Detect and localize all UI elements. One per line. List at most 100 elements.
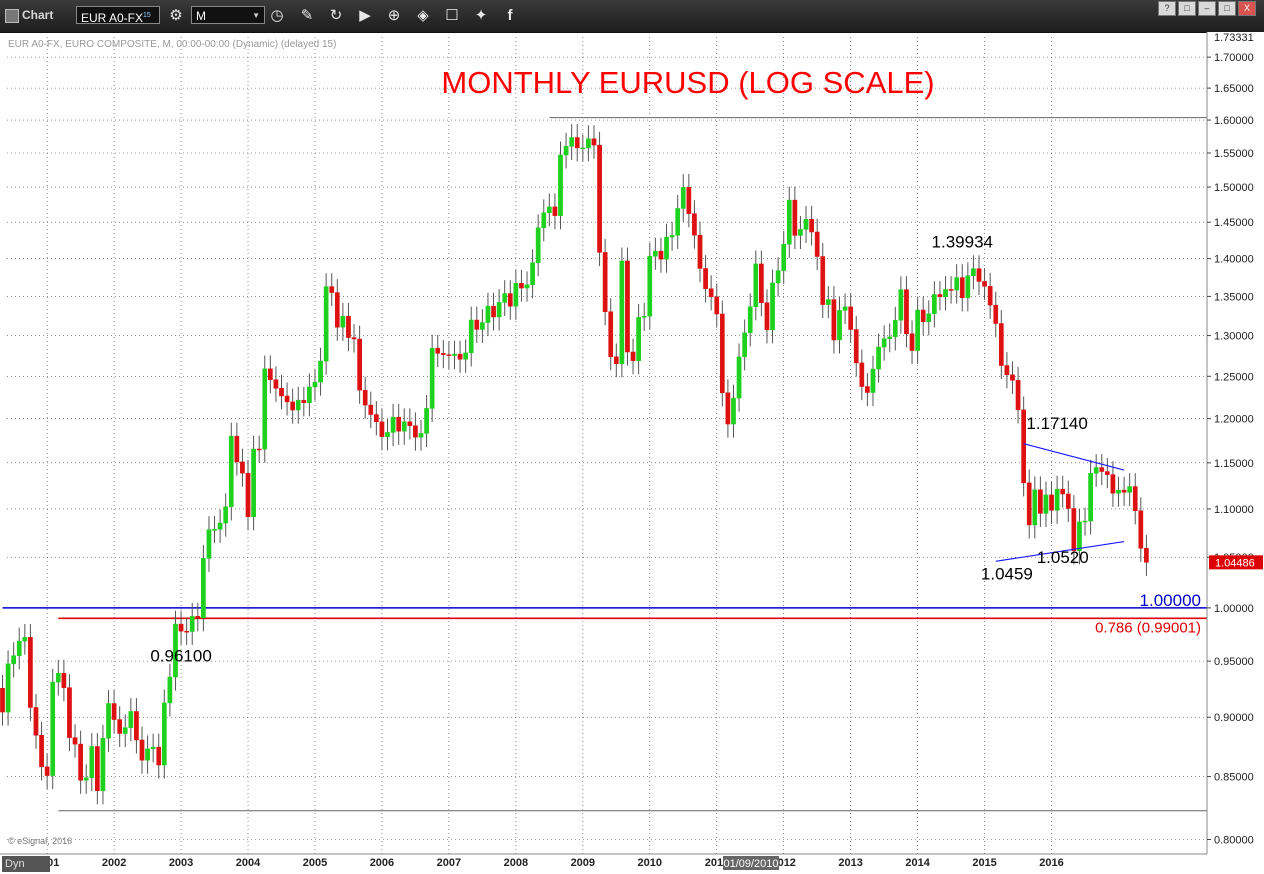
candle-down — [602, 252, 608, 312]
candle-down — [909, 333, 915, 351]
interval-input[interactable]: M ▼ — [191, 6, 265, 24]
x-tick-label: 2009 — [571, 857, 595, 869]
candle-down — [809, 219, 814, 233]
candle-up — [513, 283, 519, 307]
candle-down — [273, 379, 279, 389]
lower-trendline — [995, 540, 1125, 562]
candle-up — [496, 302, 502, 318]
candle-down — [982, 281, 987, 287]
candle-down — [552, 206, 558, 216]
candle-up — [965, 275, 971, 299]
copyright-text: © eSignal, 2016 — [8, 836, 72, 846]
y-tick-label: 0.90000 — [1214, 712, 1254, 724]
x-tick-label: 2003 — [169, 857, 193, 869]
close-button[interactable]: X — [1238, 1, 1256, 16]
candle-down — [507, 293, 513, 307]
candle-up — [870, 368, 876, 393]
candle-up — [781, 243, 787, 271]
candle-up — [1043, 494, 1049, 514]
y-tick-label: 1.65000 — [1214, 83, 1254, 95]
candle-up — [569, 137, 575, 147]
zoom-icon[interactable]: ⊕ — [387, 7, 401, 24]
clock-icon[interactable]: ◷ — [270, 7, 284, 24]
candle-up — [636, 317, 641, 361]
candle-down — [1038, 489, 1043, 514]
play-icon[interactable]: ▶ — [359, 7, 371, 24]
candle-down — [1015, 380, 1021, 411]
candle-up — [429, 347, 435, 409]
label-139934: 1.39934 — [932, 233, 993, 252]
twitter-icon[interactable]: ✦ — [474, 7, 488, 24]
candle-down — [725, 392, 731, 425]
chart-window-icon — [5, 9, 19, 23]
candle-up — [747, 306, 753, 334]
restore-button[interactable]: □ — [1178, 1, 1196, 16]
help-button[interactable]: ? — [1158, 1, 1176, 16]
candle-down — [948, 289, 954, 291]
y-tick-label: 1.30000 — [1214, 331, 1254, 343]
candle-down — [920, 309, 926, 323]
candle-up — [842, 306, 848, 311]
maximize-button[interactable]: □ — [1218, 1, 1236, 16]
candle-up — [971, 268, 976, 276]
candle-down — [446, 354, 452, 356]
candle-down — [831, 299, 837, 341]
y-tick-label: 1.55000 — [1214, 148, 1254, 160]
candle-up — [251, 448, 256, 517]
label-117140: 1.17140 — [1026, 414, 1087, 433]
candle-up — [680, 187, 686, 209]
pencil-icon[interactable]: ✎ — [300, 7, 314, 24]
candle-up — [206, 529, 212, 559]
cursor-date-badge — [723, 856, 779, 870]
refresh-icon[interactable]: ↻ — [329, 7, 343, 24]
chevron-down-icon[interactable]: ▼ — [252, 11, 260, 20]
candle-down — [184, 630, 189, 633]
candle-up — [1116, 489, 1121, 494]
y-tick-label: 1.25000 — [1214, 371, 1254, 383]
candle-up — [5, 663, 11, 713]
candle-up — [106, 703, 111, 739]
candle-up — [463, 352, 468, 360]
facebook-icon[interactable]: f — [507, 7, 513, 24]
candle-down — [708, 288, 714, 298]
candle-down — [39, 735, 44, 768]
y-tick-label: 1.20000 — [1214, 414, 1254, 426]
candle-up — [770, 282, 775, 331]
candle-up — [485, 305, 491, 323]
gear-icon[interactable]: ⚙ — [169, 7, 183, 24]
candle-up — [641, 315, 647, 318]
chart-title: MONTHLY EURUSD (LOG SCALE) — [441, 65, 934, 100]
candle-down — [904, 289, 909, 334]
candle-down — [1104, 471, 1110, 475]
candle-down — [1121, 489, 1127, 493]
candle-down — [848, 306, 854, 330]
y-tick-label: 0.95000 — [1214, 656, 1254, 668]
dynamic-mode-button[interactable]: Dyn — [2, 856, 50, 872]
candle-down — [234, 435, 240, 463]
candle-up — [502, 293, 508, 303]
candle-down — [853, 329, 859, 364]
candle-down — [72, 737, 78, 745]
candle-up — [122, 727, 128, 734]
grid — [7, 37, 1207, 854]
candle-up — [480, 322, 485, 330]
upper-trendline — [1023, 443, 1125, 471]
tag-icon[interactable]: ◈ — [417, 7, 429, 24]
candle-up — [100, 737, 106, 791]
candle-up — [803, 219, 809, 230]
candle-up — [83, 777, 89, 781]
candle-up — [887, 336, 893, 339]
x-tick-label: 2008 — [504, 857, 528, 869]
candle-up — [262, 368, 268, 450]
candle-down — [284, 395, 290, 403]
candles — [0, 124, 1149, 805]
candle-up — [16, 640, 22, 656]
candle-down — [1026, 482, 1032, 526]
y-tick-label: 1.60000 — [1214, 115, 1254, 127]
candle-up — [1077, 521, 1082, 552]
comment-icon[interactable]: ☐ — [445, 7, 459, 24]
candle-up — [318, 360, 323, 383]
minimize-button[interactable]: – — [1198, 1, 1216, 16]
symbol-input[interactable]: EUR A0-FX15 — [76, 6, 160, 25]
